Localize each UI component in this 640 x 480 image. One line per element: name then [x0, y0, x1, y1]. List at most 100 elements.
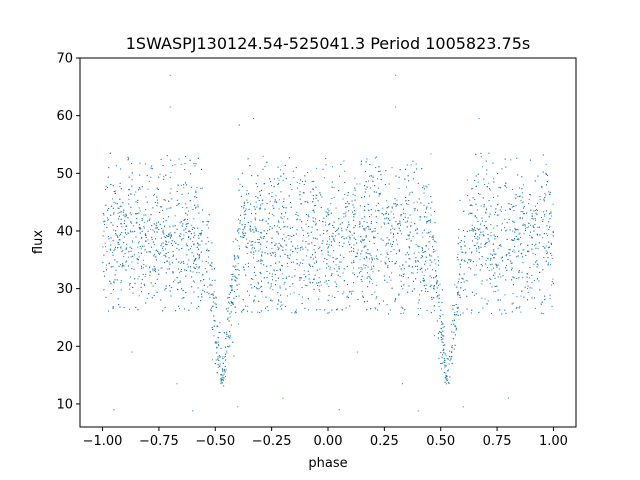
data-point — [288, 257, 290, 259]
data-point — [180, 233, 182, 235]
data-point — [127, 232, 129, 234]
data-point — [216, 342, 218, 344]
data-point — [228, 296, 230, 298]
data-point — [371, 231, 373, 233]
data-point — [404, 178, 406, 180]
data-point — [110, 266, 112, 268]
data-point — [228, 346, 230, 348]
data-point — [545, 210, 547, 212]
data-point — [533, 279, 535, 281]
data-point — [154, 269, 156, 271]
data-point — [511, 311, 513, 313]
data-point — [149, 274, 151, 276]
data-point — [156, 222, 158, 224]
data-point — [475, 274, 477, 276]
data-point — [486, 242, 488, 244]
data-point — [172, 225, 174, 227]
data-point — [182, 261, 184, 263]
data-point — [497, 173, 499, 175]
data-point — [274, 274, 276, 276]
data-point — [349, 244, 351, 246]
data-point — [216, 352, 218, 354]
data-point — [333, 187, 335, 189]
data-point — [475, 237, 477, 239]
data-point — [460, 282, 462, 284]
data-point — [475, 233, 477, 235]
data-point — [185, 232, 187, 234]
data-point — [326, 259, 328, 261]
data-point — [434, 259, 436, 261]
data-point — [291, 188, 293, 190]
data-point — [402, 307, 404, 309]
data-point — [138, 212, 140, 214]
data-point — [214, 302, 216, 304]
data-point — [404, 309, 406, 311]
data-point — [479, 234, 481, 236]
data-point — [521, 188, 523, 190]
data-point — [128, 308, 130, 310]
data-point — [469, 204, 471, 206]
data-point — [436, 281, 438, 283]
data-point — [327, 247, 329, 249]
data-point — [230, 300, 232, 302]
data-point — [172, 254, 174, 256]
data-point — [238, 283, 240, 285]
data-point — [426, 222, 428, 224]
data-point — [338, 266, 340, 268]
data-point — [217, 337, 219, 339]
data-point — [363, 246, 365, 248]
data-point — [159, 223, 161, 225]
data-point — [228, 301, 230, 303]
data-point — [532, 225, 534, 227]
data-point — [420, 281, 422, 283]
data-point — [255, 213, 257, 215]
data-point — [511, 267, 513, 269]
data-point — [281, 308, 283, 310]
data-point — [449, 355, 451, 357]
data-point — [340, 261, 342, 263]
data-point — [472, 240, 474, 242]
data-point — [119, 185, 121, 187]
data-point — [183, 234, 185, 236]
data-point — [359, 226, 361, 228]
data-point — [132, 241, 134, 243]
data-point — [385, 170, 387, 172]
data-point — [200, 187, 202, 189]
data-point — [403, 268, 405, 270]
data-point — [367, 203, 369, 205]
data-point — [209, 309, 211, 311]
data-point — [307, 249, 309, 251]
data-point — [450, 358, 452, 360]
data-point — [215, 303, 217, 305]
data-point — [431, 296, 433, 298]
data-point — [223, 377, 225, 379]
data-point — [264, 307, 266, 309]
data-point — [285, 277, 287, 279]
data-point — [279, 169, 281, 171]
data-point — [220, 379, 222, 381]
data-point — [531, 274, 533, 276]
data-point — [269, 178, 271, 180]
data-point — [530, 209, 532, 211]
data-point — [307, 214, 309, 216]
data-point — [402, 264, 404, 266]
data-point — [301, 181, 303, 183]
data-point — [456, 286, 458, 288]
data-point — [123, 209, 125, 211]
data-point — [224, 353, 226, 355]
data-point — [457, 307, 459, 309]
data-point — [521, 192, 523, 194]
data-point — [505, 279, 507, 281]
data-point — [337, 227, 339, 229]
data-point — [238, 245, 240, 247]
data-point — [121, 232, 123, 234]
data-point — [469, 248, 471, 250]
data-point — [137, 262, 139, 264]
data-point — [439, 283, 441, 285]
data-point — [313, 180, 315, 182]
data-point — [428, 248, 430, 250]
data-point — [347, 225, 349, 227]
data-point — [366, 300, 368, 302]
data-point — [312, 265, 314, 267]
data-point — [426, 232, 428, 234]
